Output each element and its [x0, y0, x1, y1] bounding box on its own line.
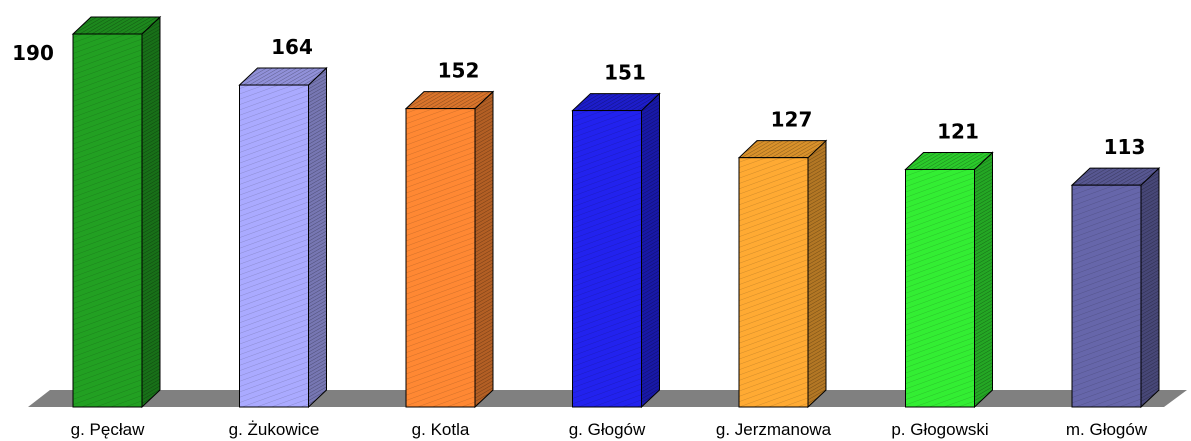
bar-top-hatch	[239, 68, 327, 86]
data-label: 164	[271, 35, 313, 59]
bar-top-hatch	[905, 152, 993, 170]
bar-side-hatch	[808, 140, 826, 407]
bar-side-hatch	[142, 17, 160, 407]
bar	[71, 15, 162, 409]
bar-front-hatch	[73, 34, 142, 407]
bar-side-hatch	[308, 68, 327, 407]
bar	[737, 139, 828, 409]
bar-top-hatch	[572, 93, 660, 111]
bar-front-hatch	[905, 169, 975, 407]
category-label: g. Kotla	[412, 420, 470, 439]
data-label: 152	[438, 59, 480, 83]
bar-front-hatch	[572, 110, 642, 407]
bar-front-hatch	[239, 85, 309, 407]
data-label: 127	[771, 108, 813, 132]
category-label: p. Głogowski	[891, 420, 988, 439]
bar	[1070, 167, 1161, 409]
bar-side-hatch	[1141, 168, 1159, 407]
data-label: 151	[604, 61, 646, 85]
bar-top-hatch	[739, 140, 826, 158]
data-label: 190	[12, 41, 54, 65]
bar-front-hatch	[739, 157, 808, 407]
data-label: 113	[1104, 135, 1146, 159]
category-label: g. Pęcław	[71, 420, 145, 439]
data-label: 121	[937, 119, 979, 143]
category-label: g. Żukowice	[229, 420, 320, 439]
category-label: g. Głogów	[569, 420, 646, 439]
bar-top-hatch	[406, 91, 493, 109]
bar-side-hatch	[974, 152, 993, 407]
bar-front-hatch	[1072, 185, 1141, 407]
bar	[404, 90, 495, 409]
category-label: m. Głogów	[1066, 420, 1148, 439]
bar-side-hatch	[641, 93, 660, 407]
bar	[571, 92, 661, 409]
bar-side-hatch	[475, 91, 493, 407]
bar	[904, 151, 994, 409]
bar-top-hatch	[1072, 168, 1159, 186]
category-label: g. Jerzmanowa	[716, 420, 832, 439]
bar-front-hatch	[406, 108, 475, 407]
bar	[238, 66, 328, 409]
bar-top-hatch	[73, 17, 160, 34]
